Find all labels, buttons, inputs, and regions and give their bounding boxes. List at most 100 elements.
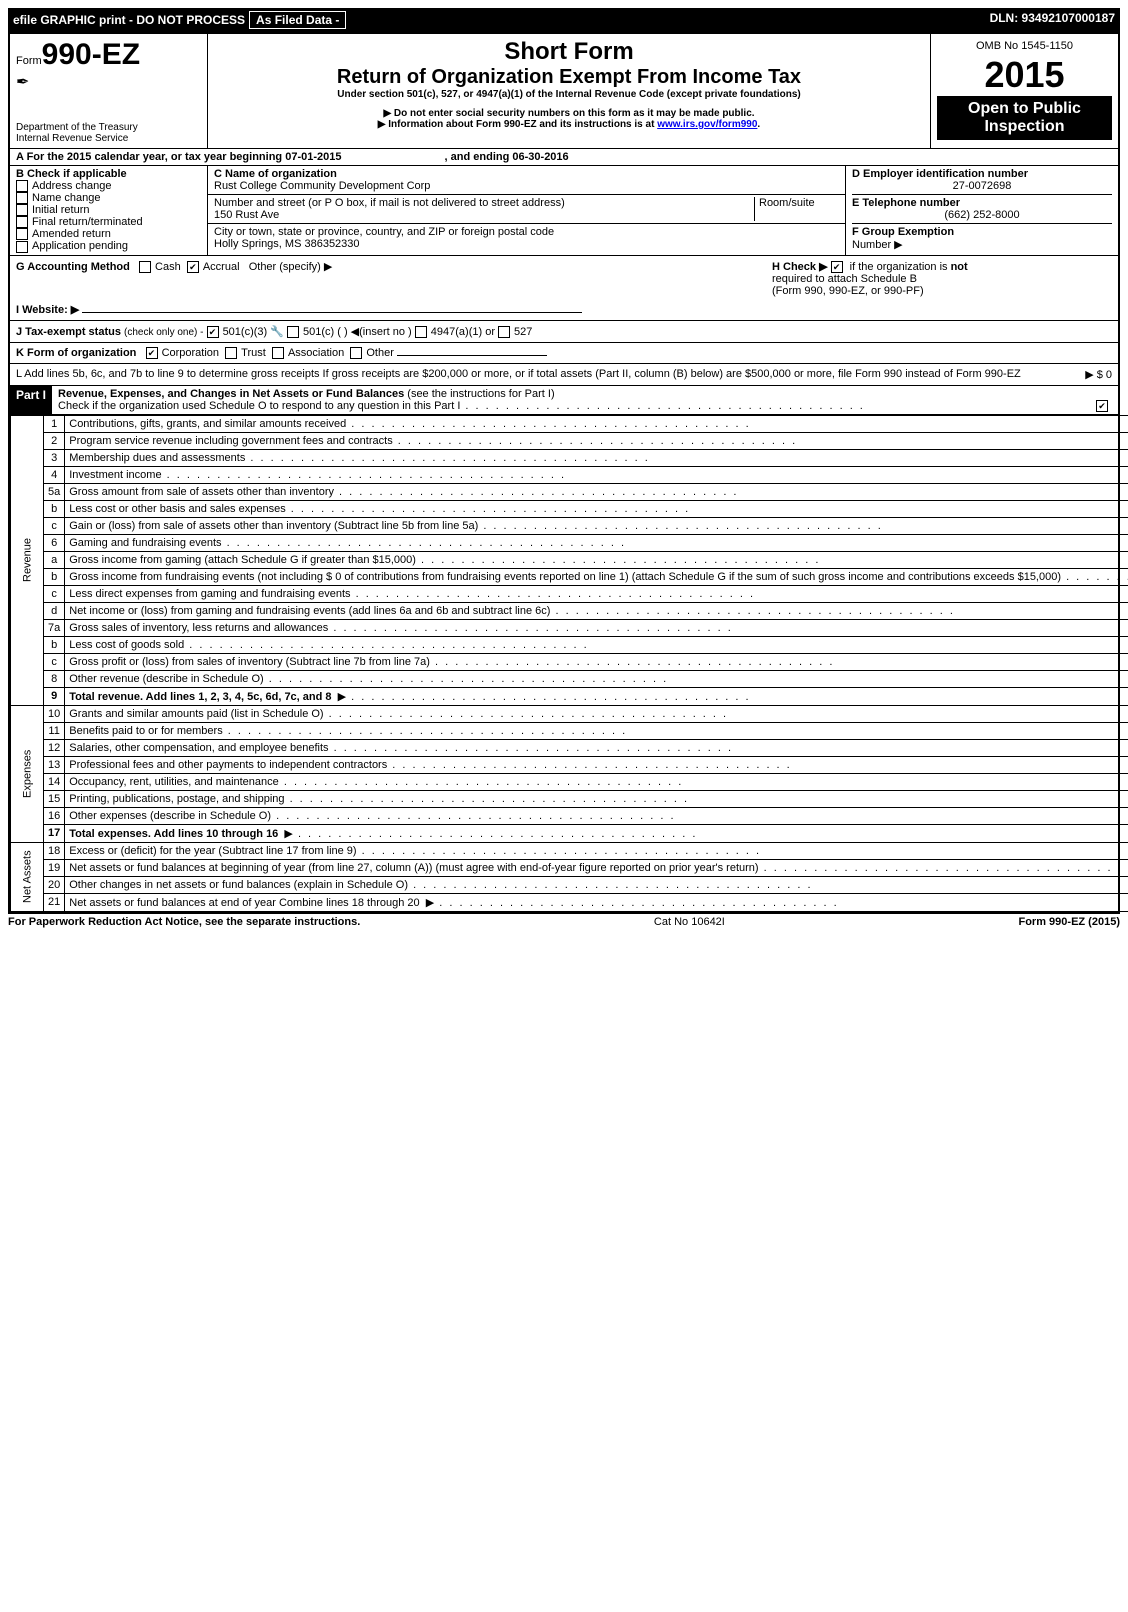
chk-initial-return[interactable] xyxy=(16,204,28,216)
line-desc: Gaming and fundraising events xyxy=(65,534,1128,551)
dept-1: Department of the Treasury xyxy=(16,122,201,133)
chk-assoc[interactable] xyxy=(272,347,284,359)
line-number: 15 xyxy=(44,790,65,807)
topbar-dln: DLN: 93492107000187 xyxy=(990,11,1115,29)
chk-other-org[interactable] xyxy=(350,347,362,359)
chk-cash[interactable] xyxy=(139,261,151,273)
line-number: 17 xyxy=(44,824,65,842)
chk-corp[interactable]: ✔ xyxy=(146,347,158,359)
line-row: 6Gaming and fundraising events xyxy=(11,534,1128,551)
chk-527[interactable] xyxy=(498,326,510,338)
line-desc: Net income or (loss) from gaming and fun… xyxy=(65,602,1128,619)
section-l: L Add lines 5b, 6c, and 7b to line 9 to … xyxy=(10,364,1118,386)
b-title: B Check if applicable xyxy=(16,168,201,180)
line-number: b xyxy=(44,636,65,653)
c-city: Holly Springs, MS 386352330 xyxy=(214,238,839,250)
warn-1: ▶ Do not enter social security numbers o… xyxy=(216,108,922,119)
line-desc: Gross amount from sale of assets other t… xyxy=(65,483,1128,500)
line-row: 5aGross amount from sale of assets other… xyxy=(11,483,1128,500)
chk-address-change[interactable] xyxy=(16,180,28,192)
line-desc: Salaries, other compensation, and employ… xyxy=(65,739,1128,756)
section-c: C Name of organization Rust College Comm… xyxy=(208,166,846,255)
i-input[interactable] xyxy=(82,312,582,313)
chk-pending[interactable] xyxy=(16,241,28,253)
chk-h[interactable]: ✔ xyxy=(831,261,843,273)
form-main: Form990-EZ ✒ Department of the Treasury … xyxy=(8,32,1120,914)
line-row: 2Program service revenue including gover… xyxy=(11,432,1128,449)
topbar-text-2: As Filed Data - xyxy=(249,11,346,29)
chk-final-return[interactable] xyxy=(16,216,28,228)
line-desc: Less cost of goods sold xyxy=(65,636,1128,653)
line-row: Expenses10Grants and similar amounts pai… xyxy=(11,705,1128,722)
section-rev-label: Revenue xyxy=(11,415,44,705)
line-number: 16 xyxy=(44,807,65,824)
k-o3: Association xyxy=(288,347,344,359)
line-desc: Occupancy, rent, utilities, and maintena… xyxy=(65,773,1128,790)
chk-501c[interactable] xyxy=(287,326,299,338)
line-desc: Benefits paid to or for members xyxy=(65,722,1128,739)
chk-amended[interactable] xyxy=(16,228,28,240)
g-other: Other (specify) ▶ xyxy=(249,261,333,273)
h-text2: if the organization is xyxy=(850,261,948,273)
line-row: bGross income from fundraising events (n… xyxy=(11,568,1128,585)
line-row: 3Membership dues and assessments30 xyxy=(11,449,1128,466)
line-desc: Other changes in net assets or fund bala… xyxy=(65,876,1128,893)
h-text1: H Check ▶ xyxy=(772,261,828,273)
line-number: 3 xyxy=(44,449,65,466)
row-a-begin: 07-01-2015 xyxy=(285,151,341,163)
g-accrual: Accrual xyxy=(203,261,240,273)
k-other-input[interactable] xyxy=(397,355,547,356)
irs-link[interactable]: www.irs.gov/form990 xyxy=(657,119,757,130)
header-center: Short Form Return of Organization Exempt… xyxy=(208,34,931,148)
line-number: 21 xyxy=(44,893,65,911)
form-prefix: Form xyxy=(16,55,42,67)
line-number: 7a xyxy=(44,619,65,636)
line-number: d xyxy=(44,602,65,619)
j-o1: 501(c)(3) xyxy=(223,326,268,338)
footer-mid: Cat No 10642I xyxy=(654,916,725,928)
b-item-2: Initial return xyxy=(32,204,89,216)
i-label: I Website: ▶ xyxy=(16,304,79,316)
line-row: 7aGross sales of inventory, less returns… xyxy=(11,619,1128,636)
line-number: 20 xyxy=(44,876,65,893)
chk-name-change[interactable] xyxy=(16,192,28,204)
line-row: cGross profit or (loss) from sales of in… xyxy=(11,653,1128,670)
e-label: E Telephone number xyxy=(852,197,960,209)
line-desc: Excess or (deficit) for the year (Subtra… xyxy=(65,842,1128,859)
line-desc: Net assets or fund balances at end of ye… xyxy=(65,893,1128,911)
public-inspection: Open to Public Inspection xyxy=(937,96,1112,140)
form-number: 990-EZ xyxy=(42,38,140,71)
topbar-text-1: efile GRAPHIC print - DO NOT PROCESS xyxy=(13,13,245,27)
line-number: c xyxy=(44,585,65,602)
dept-2: Internal Revenue Service xyxy=(16,133,201,144)
line-row: 4Investment income40 xyxy=(11,466,1128,483)
j-o3: 4947(a)(1) or xyxy=(431,326,495,338)
line-desc: Gross income from gaming (attach Schedul… xyxy=(65,551,1128,568)
part1-check: Check if the organization used Schedule … xyxy=(58,400,460,412)
chk-501c3[interactable]: ✔ xyxy=(207,326,219,338)
f-label2: Number ▶ xyxy=(852,239,903,251)
part1-sub: (see the instructions for Part I) xyxy=(407,388,554,400)
k-label: K Form of organization xyxy=(16,347,136,359)
chk-trust[interactable] xyxy=(225,347,237,359)
b-item-1: Name change xyxy=(32,192,101,204)
chk-schedule-o[interactable]: ✔ xyxy=(1096,400,1108,412)
line-number: 11 xyxy=(44,722,65,739)
line-row: 9Total revenue. Add lines 1, 2, 3, 4, 5c… xyxy=(11,687,1128,705)
section-d: D Employer identification number 27-0072… xyxy=(846,166,1118,255)
footer-left: For Paperwork Reduction Act Notice, see … xyxy=(8,916,360,928)
line-row: 16Other expenses (describe in Schedule O… xyxy=(11,807,1128,824)
h-text5: (Form 990, 990-EZ, or 990-PF) xyxy=(772,285,924,297)
line-desc: Gain or (loss) from sale of assets other… xyxy=(65,517,1128,534)
chk-4947[interactable] xyxy=(415,326,427,338)
line-desc: Total revenue. Add lines 1, 2, 3, 4, 5c,… xyxy=(65,687,1128,705)
c-name: Rust College Community Development Corp xyxy=(214,180,839,192)
line-number: 18 xyxy=(44,842,65,859)
line-desc: Less direct expenses from gaming and fun… xyxy=(65,585,1128,602)
chk-accrual[interactable]: ✔ xyxy=(187,261,199,273)
line-number: b xyxy=(44,568,65,585)
c-room-label: Room/suite xyxy=(754,197,839,221)
line-desc: Other expenses (describe in Schedule O) xyxy=(65,807,1128,824)
line-desc: Total expenses. Add lines 10 through 16 … xyxy=(65,824,1128,842)
part1-label: Part I xyxy=(10,386,52,414)
